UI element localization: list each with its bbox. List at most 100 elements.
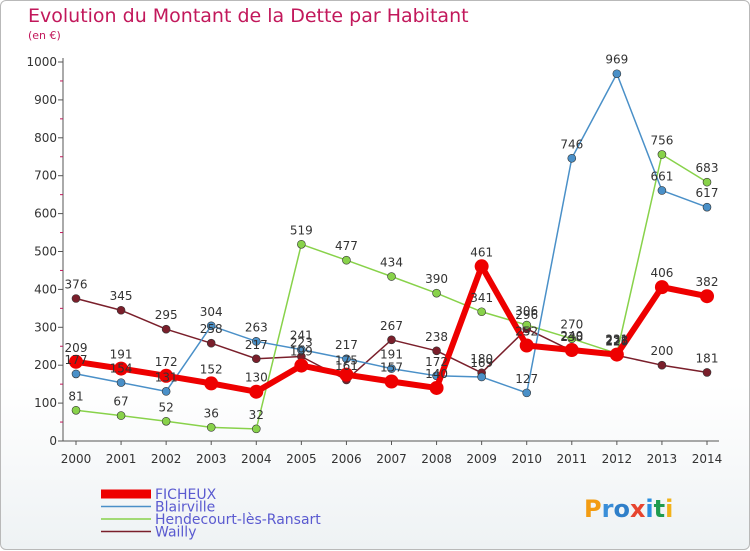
- data-label-hendecourt-l-s-ransart: 434: [380, 256, 403, 270]
- data-point-ficheux: [294, 358, 309, 373]
- data-label-wailly: 200: [650, 344, 673, 358]
- data-point-blairville: [477, 372, 486, 382]
- data-point-ficheux: [564, 343, 579, 358]
- x-tick-label: 2004: [241, 452, 272, 466]
- data-point-wailly: [161, 324, 171, 334]
- data-point-blairville: [567, 153, 577, 163]
- data-point-ficheux: [339, 367, 354, 382]
- data-label-wailly: 238: [425, 330, 448, 344]
- y-tick-label: 700: [34, 169, 57, 183]
- data-point-ficheux: [249, 384, 264, 399]
- data-label-ficheux: 157: [380, 360, 403, 374]
- data-label-ficheux: 406: [650, 266, 673, 280]
- data-label-blairville: 172: [425, 355, 448, 369]
- x-tick-label: 2009: [466, 452, 497, 466]
- data-label-ficheux: 382: [696, 275, 719, 289]
- data-label-hendecourt-l-s-ransart: 341: [470, 291, 493, 305]
- data-label-wailly: 217: [245, 338, 268, 352]
- x-tick-label: 2000: [61, 452, 92, 466]
- data-point-blairville: [657, 186, 667, 195]
- data-point-ficheux: [204, 376, 219, 391]
- legend-label-hendecourt-l-s-ransart: Hendecourt-lès-Ransart: [155, 512, 321, 528]
- x-tick-label: 2012: [602, 452, 633, 466]
- data-point-hendecourt-l-s-ransart: [342, 255, 351, 265]
- x-tick-label: 2005: [286, 452, 317, 466]
- data-label-hendecourt-l-s-ransart: 81: [68, 389, 83, 403]
- data-label-ficheux: 191: [110, 348, 133, 362]
- data-label-hendecourt-l-s-ransart: 390: [425, 272, 448, 286]
- data-label-wailly: 238: [560, 330, 583, 344]
- x-tick-label: 2008: [421, 452, 452, 466]
- legend-label-wailly: Wailly: [155, 525, 196, 541]
- y-tick-label: 800: [34, 131, 57, 145]
- data-label-ficheux: 175: [335, 354, 358, 368]
- data-label-hendecourt-l-s-ransart: 306: [515, 304, 538, 318]
- data-point-ficheux: [114, 361, 129, 376]
- data-point-hendecourt-l-s-ransart: [477, 307, 486, 317]
- data-point-ficheux: [474, 259, 489, 274]
- data-label-blairville: 169: [470, 356, 493, 370]
- data-point-hendecourt-l-s-ransart: [71, 406, 81, 415]
- data-label-hendecourt-l-s-ransart: 32: [249, 408, 264, 422]
- data-point-hendecourt-l-s-ransart: [116, 411, 126, 420]
- y-tick-label: 0: [49, 434, 57, 448]
- legend-label-ficheux: FICHEUX: [155, 487, 217, 503]
- y-tick-label: 400: [34, 282, 57, 296]
- data-label-wailly: 376: [65, 277, 88, 291]
- x-tick-label: 2006: [331, 452, 362, 466]
- x-tick-label: 2010: [511, 452, 542, 466]
- x-tick-label: 2002: [151, 452, 182, 466]
- data-label-ficheux: 172: [155, 355, 178, 369]
- x-tick-label: 2007: [376, 452, 407, 466]
- x-tick-label: 2001: [106, 452, 137, 466]
- data-point-blairville: [612, 69, 622, 79]
- data-point-wailly: [116, 305, 126, 315]
- data-label-wailly: 223: [290, 335, 313, 349]
- data-point-wailly: [702, 368, 712, 377]
- data-label-blairville: 661: [650, 169, 673, 183]
- data-label-wailly: 345: [110, 289, 133, 303]
- data-label-ficheux: 152: [200, 362, 223, 376]
- data-label-wailly: 181: [696, 351, 719, 365]
- proxiti-logo: Proxiti: [584, 495, 673, 523]
- data-label-blairville: 177: [65, 353, 88, 367]
- data-point-wailly: [71, 294, 81, 303]
- data-label-wailly: 226: [605, 334, 628, 348]
- data-point-hendecourt-l-s-ransart: [702, 177, 712, 187]
- data-label-ficheux: 228: [605, 334, 628, 348]
- data-point-ficheux: [429, 380, 444, 395]
- data-label-ficheux: 199: [290, 345, 313, 359]
- data-point-blairville: [206, 321, 216, 331]
- data-label-hendecourt-l-s-ransart: 756: [650, 133, 673, 147]
- data-label-hendecourt-l-s-ransart: 52: [159, 400, 174, 414]
- data-label-ficheux: 461: [470, 245, 493, 259]
- y-tick-label: 600: [34, 207, 57, 221]
- data-label-hendecourt-l-s-ransart: 270: [560, 318, 583, 332]
- data-label-hendecourt-l-s-ransart: 67: [113, 395, 128, 409]
- x-tick-label: 2013: [647, 452, 678, 466]
- data-label-blairville: 617: [696, 186, 719, 200]
- legend-label-blairville: Blairville: [155, 500, 215, 516]
- data-label-wailly: 295: [155, 308, 178, 322]
- data-point-hendecourt-l-s-ransart: [297, 239, 306, 249]
- data-point-blairville: [522, 388, 532, 398]
- data-label-ficheux: 130: [245, 371, 268, 385]
- data-label-blairville: 969: [605, 53, 628, 67]
- data-point-blairville: [702, 202, 712, 212]
- data-point-ficheux: [384, 374, 399, 389]
- data-point-ficheux: [159, 368, 174, 383]
- data-label-wailly: 161: [335, 359, 358, 373]
- data-point-wailly: [251, 354, 261, 364]
- data-label-wailly: 267: [380, 319, 403, 333]
- data-label-wailly: 180: [470, 352, 493, 366]
- data-point-wailly: [432, 346, 441, 356]
- data-point-wailly: [206, 338, 216, 348]
- data-label-wailly: 258: [200, 322, 223, 336]
- x-tick-label: 2003: [196, 452, 227, 466]
- data-label-hendecourt-l-s-ransart: 36: [204, 406, 219, 420]
- y-tick-label: 100: [34, 396, 57, 410]
- chart-unit-label: (en €): [28, 29, 61, 42]
- data-label-blairville: 127: [515, 372, 538, 386]
- data-label-blairville: 131: [155, 370, 178, 384]
